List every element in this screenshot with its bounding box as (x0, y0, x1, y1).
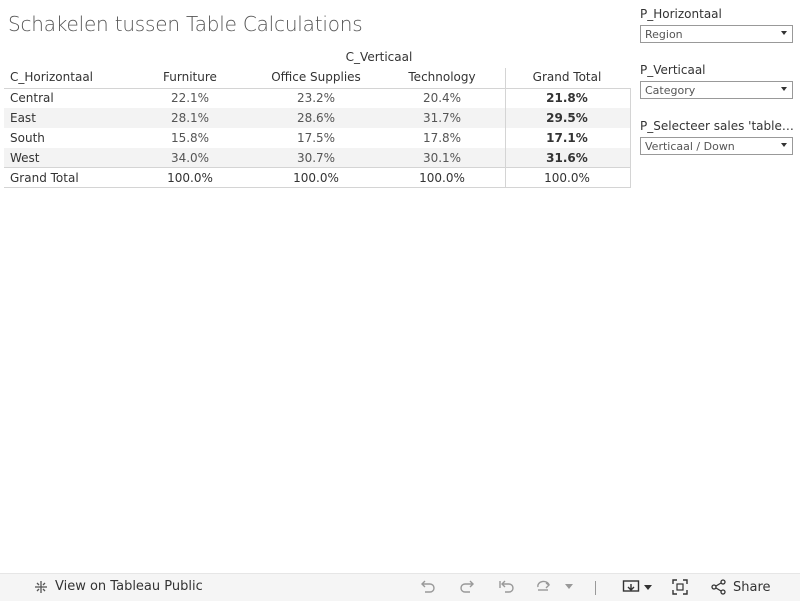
revert-icon (499, 580, 514, 593)
row-label[interactable]: West (10, 151, 40, 165)
row-label[interactable]: Central (10, 91, 54, 105)
table-cell-total[interactable]: 21.8% (546, 91, 588, 105)
table-cell[interactable]: 15.8% (170, 131, 210, 145)
footer-toolbar: View on Tableau Public (0, 573, 800, 601)
share-label: Share (733, 579, 771, 595)
table-cell[interactable]: 100.0% (419, 171, 465, 185)
chevron-down-icon (644, 584, 652, 590)
table-cell-total[interactable]: 17.1% (546, 131, 588, 145)
download-button[interactable] (622, 579, 652, 595)
refresh-button[interactable] (535, 579, 553, 595)
chevron-down-icon (565, 584, 573, 589)
table-cell-total[interactable]: 31.6% (546, 151, 588, 165)
divider (505, 68, 506, 187)
row-label[interactable]: Grand Total (10, 171, 79, 185)
parameter-dropdown-selecteer-sales[interactable]: Verticaal / Down (640, 137, 793, 155)
table-cell[interactable]: 30.7% (296, 151, 336, 165)
download-icon (622, 580, 640, 592)
divider (4, 187, 631, 188)
dashboard-title: Schakelen tussen Table Calculations (8, 12, 363, 36)
share-icon (711, 579, 726, 595)
table-row[interactable]: East 28.1% 28.6% 31.7% 29.5% (4, 108, 631, 128)
parameter-label: P_Verticaal (640, 63, 706, 77)
table-row[interactable]: South 15.8% 17.5% 17.8% 17.1% (4, 128, 631, 148)
column-header-technology[interactable]: Technology (408, 70, 476, 84)
share-button[interactable]: Share (711, 579, 771, 595)
table-cell[interactable]: 22.1% (170, 91, 210, 105)
parameter-label: P_Horizontaal (640, 7, 722, 21)
table-cell[interactable]: 31.7% (422, 111, 462, 125)
column-header-office-supplies[interactable]: Office Supplies (271, 70, 361, 84)
table-row[interactable]: West 34.0% 30.7% 30.1% 31.6% (4, 148, 631, 168)
parameter-dropdown-horizontaal[interactable]: Region (640, 25, 793, 43)
parameter-selecteer-sales: P_Selecteer sales 'table c... Verticaal … (640, 119, 795, 155)
column-header-furniture[interactable]: Furniture (163, 70, 217, 84)
row-label[interactable]: East (10, 111, 36, 125)
fullscreen-icon (672, 579, 688, 595)
table-cell[interactable]: 17.5% (296, 131, 336, 145)
parameter-dropdown-verticaal[interactable]: Category (640, 81, 793, 99)
dropdown-value: Region (645, 28, 683, 41)
table-cell[interactable]: 100.0% (167, 171, 213, 185)
revert-button[interactable] (498, 579, 516, 595)
tableau-logo-icon (35, 580, 47, 593)
table-cell[interactable]: 28.1% (170, 111, 210, 125)
caret-down-icon (781, 87, 787, 91)
redo-icon (460, 580, 474, 593)
grand-total-row[interactable]: Grand Total 100.0% 100.0% 100.0% 100.0% (4, 168, 631, 188)
divider (595, 581, 596, 595)
refresh-icon (537, 580, 551, 591)
view-on-tableau-public-label: View on Tableau Public (55, 579, 203, 594)
row-header[interactable]: C_Horizontaal (10, 70, 94, 84)
dropdown-value: Category (645, 84, 696, 97)
undo-icon (421, 580, 435, 593)
parameter-verticaal: P_Verticaal Category (640, 63, 795, 99)
table-cell-total[interactable]: 29.5% (546, 111, 588, 125)
table-cell[interactable]: 28.6% (296, 111, 336, 125)
parameter-label: P_Selecteer sales 'table c... (640, 119, 795, 133)
column-header-grand-total[interactable]: Grand Total (532, 70, 602, 84)
divider (4, 88, 631, 89)
crosstab: C_Verticaal C_Horizontaal Furniture Offi… (4, 0, 631, 600)
caret-down-icon (781, 31, 787, 35)
column-group-header: C_Verticaal (345, 50, 413, 64)
table-cell[interactable]: 30.1% (422, 151, 462, 165)
table-cell-total[interactable]: 100.0% (544, 171, 590, 185)
header-row: C_Horizontaal Furniture Office Supplies … (4, 70, 631, 88)
caret-down-icon (781, 143, 787, 147)
table-cell[interactable]: 20.4% (422, 91, 462, 105)
fullscreen-button[interactable] (672, 579, 688, 595)
view-on-tableau-public-link[interactable]: View on Tableau Public (34, 579, 203, 594)
table-cell[interactable]: 34.0% (170, 151, 210, 165)
divider (4, 167, 631, 168)
redo-button[interactable] (458, 579, 476, 595)
divider (630, 88, 631, 187)
table-cell[interactable]: 17.8% (422, 131, 462, 145)
refresh-options-button[interactable] (565, 584, 573, 589)
table-row[interactable]: Central 22.1% 23.2% 20.4% 21.8% (4, 88, 631, 108)
row-label[interactable]: South (10, 131, 45, 145)
dropdown-value: Verticaal / Down (645, 140, 735, 153)
undo-button[interactable] (419, 579, 437, 595)
table-cell[interactable]: 100.0% (293, 171, 339, 185)
table-cell[interactable]: 23.2% (296, 91, 336, 105)
parameter-horizontaal: P_Horizontaal Region (640, 7, 795, 43)
